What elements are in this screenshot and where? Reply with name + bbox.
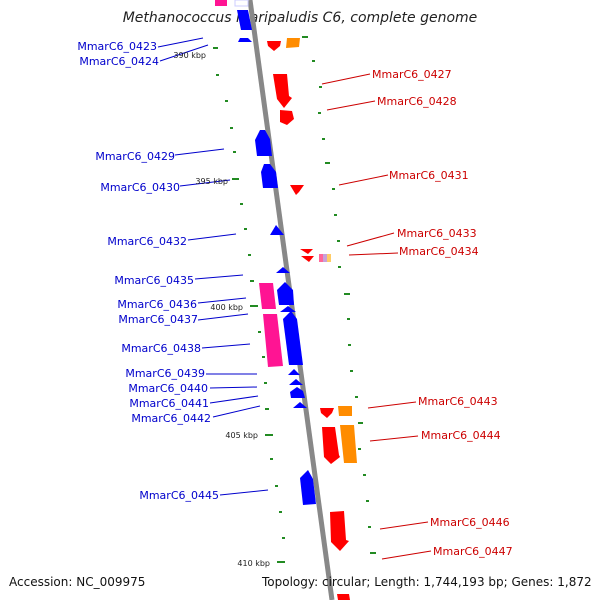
- gene-MmarC6_0447[interactable]: [337, 594, 350, 600]
- gene-label[interactable]: MmarC6_0430: [100, 181, 180, 194]
- gene-MmarC6_0446[interactable]: [330, 511, 349, 551]
- gene-MmarC6_0442[interactable]: [293, 402, 307, 408]
- rna-feature[interactable]: [319, 254, 323, 262]
- gene-MmarC6_0429[interactable]: [255, 130, 272, 156]
- right-gene-labels: MmarC6_0427 MmarC6_0428 MmarC6_0431 Mmar…: [372, 68, 513, 558]
- rna-reverse[interactable]: [338, 406, 352, 416]
- gene-MmarC6_0438[interactable]: [263, 314, 283, 367]
- gene-label[interactable]: MmarC6_0441: [129, 397, 209, 410]
- gene-label[interactable]: MmarC6_0447: [433, 545, 513, 558]
- gene-label[interactable]: MmarC6_0433: [397, 227, 477, 240]
- gene-MmarC6_0437[interactable]: [280, 306, 296, 312]
- gene-label[interactable]: MmarC6_0437: [118, 313, 198, 326]
- accession-text: Accession: NC_009975: [9, 575, 146, 589]
- gene-label[interactable]: MmarC6_0445: [139, 489, 219, 502]
- gene-MmarC6_0433[interactable]: [300, 249, 313, 254]
- gene-label[interactable]: MmarC6_0436: [117, 298, 197, 311]
- rna-feature[interactable]: [215, 0, 227, 6]
- tick-label: 400 kbp: [210, 303, 243, 312]
- rna-feature[interactable]: [327, 254, 331, 262]
- genome-summary: Topology: circular; Length: 1,744,193 bp…: [262, 575, 592, 589]
- gene-MmarC6_0424[interactable]: [238, 38, 252, 42]
- gene-label[interactable]: MmarC6_0424: [79, 55, 159, 68]
- gene-label[interactable]: MmarC6_0423: [77, 40, 157, 53]
- gene-MmarC6_0423[interactable]: [237, 10, 252, 30]
- gene-label[interactable]: MmarC6_0443: [418, 395, 498, 408]
- gene-label[interactable]: MmarC6_0434: [399, 245, 479, 258]
- left-gene-labels: MmarC6_0423 MmarC6_0424 MmarC6_0429 Mmar…: [77, 40, 219, 502]
- gene-label[interactable]: MmarC6_0431: [389, 169, 469, 182]
- gene-label[interactable]: MmarC6_0432: [107, 235, 187, 248]
- position-ticks: 390 kbp 395 kbp 400 kbp 405 kbp 410 kbp: [173, 51, 270, 568]
- gene-MmarC6_0434[interactable]: [301, 256, 314, 262]
- gene-MmarC6_0440[interactable]: [289, 379, 303, 385]
- gc-content-track: [213, 36, 376, 563]
- gene-MmarC6_0427[interactable]: [273, 74, 292, 108]
- tick-label: 390 kbp: [173, 51, 206, 60]
- gene-MmarC6_0439[interactable]: [288, 369, 300, 375]
- gene-label[interactable]: MmarC6_0440: [128, 382, 208, 395]
- gene-label[interactable]: MmarC6_0442: [131, 412, 211, 425]
- tick-label: 410 kbp: [237, 559, 270, 568]
- rna-reverse[interactable]: [340, 425, 357, 463]
- gene-label[interactable]: MmarC6_0428: [377, 95, 457, 108]
- gene-MmarC6_0443[interactable]: [320, 408, 334, 418]
- gene-forward[interactable]: [277, 282, 294, 305]
- gene-MmarC6_0431[interactable]: [290, 185, 304, 195]
- gene-features: [215, 0, 357, 600]
- gene-MmarC6_0428[interactable]: [280, 110, 294, 125]
- gene-reverse[interactable]: [267, 41, 281, 51]
- gene-feature[interactable]: [234, 0, 249, 7]
- gene-MmarC6_0444[interactable]: [322, 427, 340, 464]
- right-leader-lines: [321, 73, 432, 560]
- left-leader-lines: [157, 37, 269, 496]
- gene-label[interactable]: MmarC6_0444: [421, 429, 501, 442]
- gene-forward[interactable]: [283, 311, 303, 365]
- rna-feature[interactable]: [323, 254, 327, 262]
- gene-MmarC6_0441[interactable]: [290, 387, 305, 398]
- tick-label: 405 kbp: [225, 431, 258, 440]
- gene-label[interactable]: MmarC6_0439: [125, 367, 205, 380]
- gene-MmarC6_0432[interactable]: [270, 225, 284, 235]
- gene-label[interactable]: MmarC6_0446: [430, 516, 510, 529]
- gene-label[interactable]: MmarC6_0427: [372, 68, 452, 81]
- gene-label[interactable]: MmarC6_0429: [95, 150, 175, 163]
- rna-reverse[interactable]: [286, 38, 300, 48]
- gene-MmarC6_0436[interactable]: [259, 283, 276, 309]
- map-title: Methanococcus maripaludis C6, complete g…: [122, 10, 478, 26]
- gene-MmarC6_0430[interactable]: [261, 164, 278, 188]
- tick-label: 395 kbp: [195, 177, 228, 186]
- gene-label[interactable]: MmarC6_0435: [114, 274, 194, 287]
- gene-MmarC6_0445[interactable]: [300, 470, 316, 505]
- gene-MmarC6_0435[interactable]: [276, 267, 290, 273]
- gene-label[interactable]: MmarC6_0438: [121, 342, 201, 355]
